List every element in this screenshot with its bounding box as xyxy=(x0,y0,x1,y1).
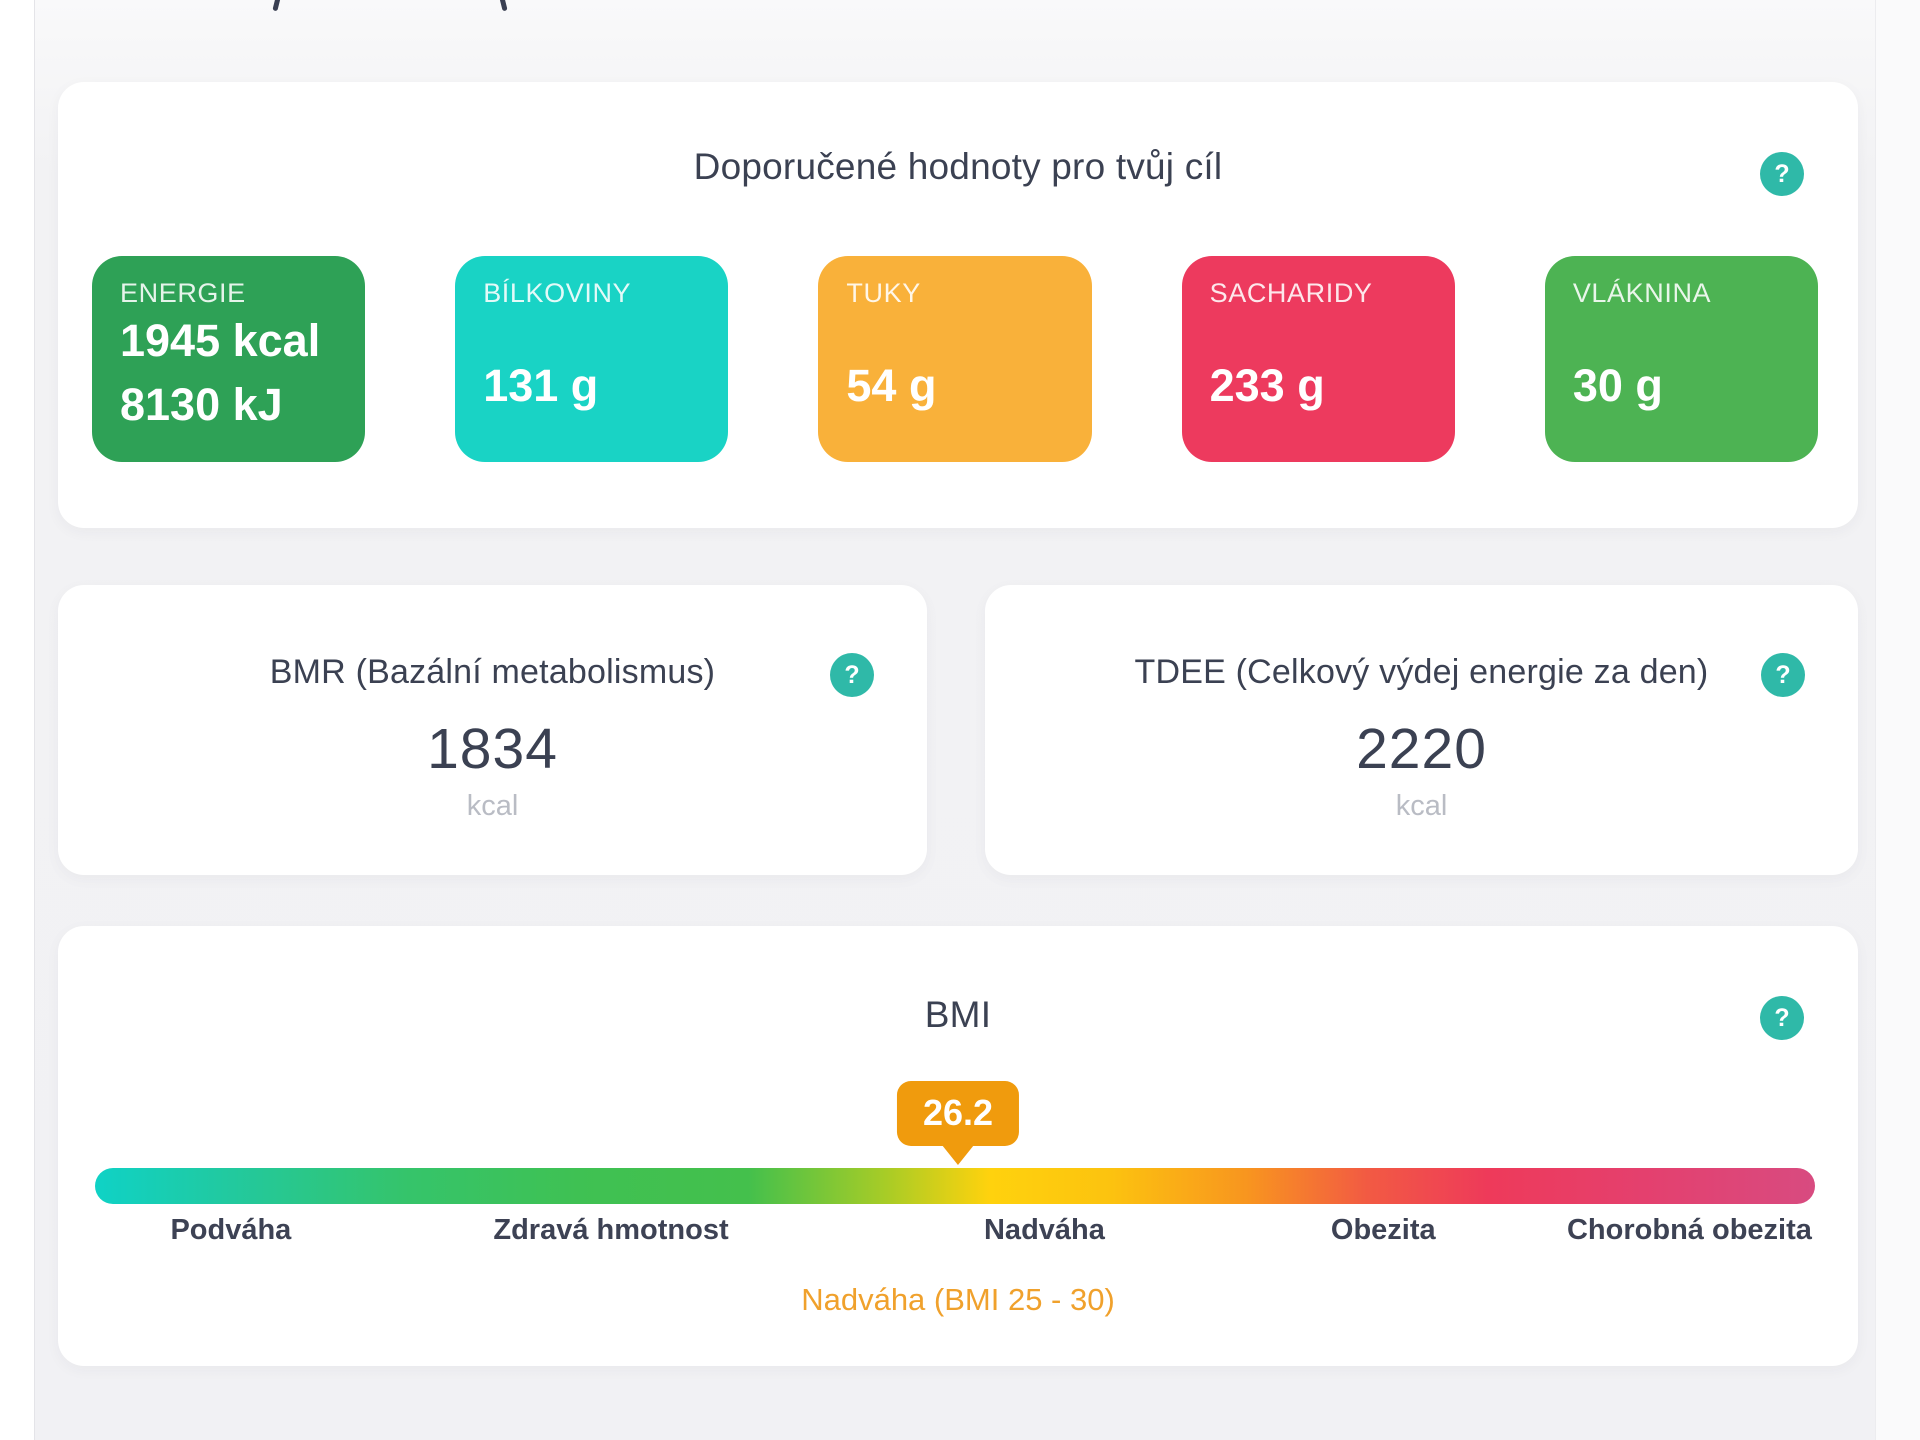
bmr-card: BMR (Bazální metabolismus) ? 1834 kcal xyxy=(58,585,927,875)
tile-label: VLÁKNINA xyxy=(1572,278,1712,308)
question-mark-icon: ? xyxy=(1774,159,1790,188)
bmi-scale-labels: Podváha Zdravá hmotnost Nadváha Obezita … xyxy=(95,1214,1815,1254)
tile-tuky: TUKY 54 g xyxy=(818,256,1092,462)
bmr-value: 1834 xyxy=(427,717,558,781)
tile-bilkoviny: BÍLKOVINY 131 g xyxy=(455,256,729,462)
question-mark-icon: ? xyxy=(844,660,860,689)
scroll-gutter[interactable] xyxy=(1875,0,1920,1440)
recommended-values-card: Doporučené hodnoty pro tvůj cíl ? ENERGI… xyxy=(58,82,1858,528)
bmi-scale-label-zdrava-hmotnost: Zdravá hmotnost xyxy=(493,1214,729,1246)
tdee-unit: kcal xyxy=(1395,790,1448,822)
tile-vlaknina: VLÁKNINA 30 g xyxy=(1544,256,1819,462)
bmi-card: BMI ? 26.2 Podváha Zdravá hmotnost Nadvá… xyxy=(58,926,1858,1366)
clipped-heading-fragment xyxy=(272,0,281,12)
sidebar-edge xyxy=(0,0,35,1440)
tile-sacharidy: SACHARIDY 233 g xyxy=(1181,256,1455,462)
protein-value: 131 g xyxy=(483,359,599,411)
recommended-values-title: Doporučené hodnoty pro tvůj cíl xyxy=(693,146,1223,187)
fat-value: 54 g xyxy=(846,359,937,411)
tdee-title: TDEE (Celkový výdej energie za den) xyxy=(1134,653,1709,691)
question-mark-icon: ? xyxy=(1774,1003,1790,1032)
tile-label: TUKY xyxy=(846,278,921,308)
bmr-title: BMR (Bazální metabolismus) xyxy=(269,653,716,691)
bmi-title: BMI xyxy=(924,994,992,1035)
help-button[interactable]: ? xyxy=(1761,653,1805,697)
tile-label: BÍLKOVINY xyxy=(483,278,632,308)
energy-kcal-value: 1945 kcal xyxy=(120,315,321,366)
bmi-gradient-scale xyxy=(95,1168,1815,1204)
carbs-value: 233 g xyxy=(1209,359,1325,411)
bmi-scale-label-nadvaha: Nadváha xyxy=(983,1214,1105,1246)
bmi-scale-label-chorobna-obezita: Chorobná obezita xyxy=(1566,1214,1812,1246)
macro-tiles-row: ENERGIE 1945 kcal 8130 kJ BÍLKOVINY 131 … xyxy=(58,256,1858,462)
tile-label: ENERGIE xyxy=(120,278,246,308)
bmi-scale-label-obezita: Obezita xyxy=(1330,1214,1436,1246)
fiber-value: 30 g xyxy=(1572,359,1663,411)
tile-label: SACHARIDY xyxy=(1209,278,1373,308)
tile-values: 1945 kcal 8130 kJ xyxy=(120,309,337,437)
bmi-status-text: Nadváha (BMI 25 - 30) xyxy=(801,1282,1115,1317)
question-mark-icon: ? xyxy=(1775,660,1791,689)
tile-energie: ENERGIE 1945 kcal 8130 kJ xyxy=(92,256,366,462)
bmr-unit: kcal xyxy=(466,790,519,822)
tdee-card: TDEE (Celkový výdej energie za den) ? 22… xyxy=(985,585,1858,875)
help-button[interactable]: ? xyxy=(1760,996,1804,1040)
bmi-scale-label-podvaha: Podváha xyxy=(170,1214,292,1246)
energy-kj-value: 8130 kJ xyxy=(120,378,283,430)
help-button[interactable]: ? xyxy=(1760,152,1804,196)
bmi-value-badge: 26.2 xyxy=(896,1081,1020,1146)
clipped-heading-fragment xyxy=(499,0,508,12)
help-button[interactable]: ? xyxy=(830,653,874,697)
tdee-value: 2220 xyxy=(1356,717,1487,781)
